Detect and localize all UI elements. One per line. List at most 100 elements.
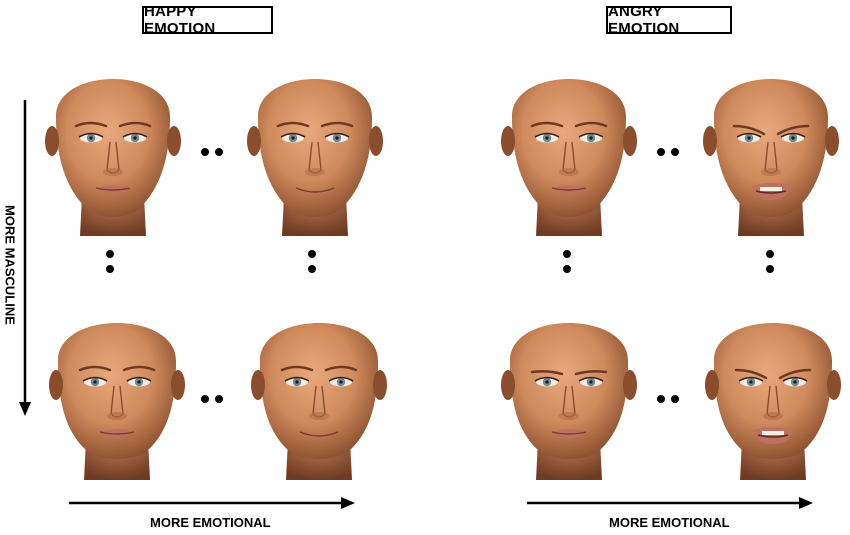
right-brow bbox=[778, 368, 812, 380]
right-eye-pupil bbox=[791, 136, 795, 140]
mouth-line bbox=[551, 431, 587, 435]
mouth-line bbox=[551, 187, 587, 191]
right-eye-lid bbox=[578, 132, 604, 138]
right-ear bbox=[827, 370, 841, 400]
angry-emotion-title: ANGRY EMOTION bbox=[606, 3, 732, 37]
right-brow bbox=[320, 121, 354, 128]
face-angry-feminine-neutral bbox=[500, 46, 638, 236]
smiling-mouth bbox=[300, 432, 338, 439]
right-eye-pupil bbox=[793, 380, 797, 384]
right-brow bbox=[776, 124, 810, 136]
mouth-line bbox=[757, 434, 789, 438]
nose-base bbox=[107, 412, 127, 420]
left-eye-pupil bbox=[89, 136, 93, 140]
mouth-line bbox=[299, 431, 339, 437]
right-eye-pupil bbox=[339, 380, 343, 384]
right-eye-pupil bbox=[589, 136, 593, 140]
right-brow bbox=[574, 121, 608, 128]
teeth bbox=[760, 187, 782, 191]
more-masculine-label: MORE MASCULINE bbox=[2, 205, 18, 325]
left-eye-lid bbox=[280, 132, 306, 138]
more-emotional-label-left: MORE EMOTIONAL bbox=[150, 515, 271, 530]
right-brow bbox=[118, 121, 152, 128]
left-eye-pupil bbox=[93, 380, 97, 384]
left-ear bbox=[705, 370, 719, 400]
left-brow bbox=[276, 121, 310, 128]
head bbox=[257, 79, 373, 217]
left-eye-lid bbox=[82, 376, 108, 382]
left-eye-pupil bbox=[545, 380, 549, 384]
head bbox=[57, 323, 177, 459]
left-eye-pupil bbox=[295, 380, 299, 384]
nose-base bbox=[305, 168, 325, 176]
left-eye-pupil bbox=[747, 136, 751, 140]
down-arrow-icon bbox=[19, 100, 31, 416]
left-ear bbox=[247, 126, 261, 156]
left-brow bbox=[78, 365, 112, 372]
ellipsis-dots bbox=[201, 395, 223, 403]
left-eye-pupil bbox=[545, 136, 549, 140]
right-eye-lid bbox=[324, 132, 350, 138]
right-eye-pupil bbox=[133, 136, 137, 140]
right-eye-lid bbox=[126, 376, 152, 382]
right-eye-lid bbox=[782, 376, 808, 382]
left-eye-pupil bbox=[749, 380, 753, 384]
right-eye-pupil bbox=[137, 380, 141, 384]
more-emotional-label-right: MORE EMOTIONAL bbox=[609, 515, 730, 530]
right-brow bbox=[122, 365, 156, 372]
right-brow bbox=[574, 370, 608, 376]
head bbox=[259, 323, 379, 459]
ellipsis-dots bbox=[657, 148, 679, 156]
left-brow bbox=[530, 121, 564, 128]
right-eye-lid bbox=[780, 132, 806, 138]
vertical-ellipsis-dots bbox=[766, 250, 774, 273]
happy-emotion-title: HAPPY EMOTION bbox=[142, 3, 273, 37]
nose-base bbox=[763, 412, 783, 420]
face-happy-feminine-neutral bbox=[44, 46, 182, 236]
nose-base bbox=[761, 168, 781, 176]
left-ear bbox=[251, 370, 265, 400]
right-ear bbox=[167, 126, 181, 156]
left-brow bbox=[530, 370, 564, 376]
head bbox=[713, 79, 829, 217]
right-eye-lid bbox=[328, 376, 354, 382]
mouth-line bbox=[755, 190, 787, 194]
nose-base bbox=[103, 168, 123, 176]
face-angry-masculine-emotional bbox=[704, 290, 842, 480]
face-happy-masculine-emotional bbox=[250, 290, 388, 480]
left-ear bbox=[45, 126, 59, 156]
left-eye-lid bbox=[736, 132, 762, 138]
ellipsis-dots bbox=[201, 148, 223, 156]
left-eye-pupil bbox=[291, 136, 295, 140]
nose-base bbox=[309, 412, 329, 420]
right-brow bbox=[324, 365, 358, 372]
face-happy-masculine-neutral bbox=[48, 290, 186, 480]
ellipsis-dots bbox=[657, 395, 679, 403]
face-angry-feminine-emotional bbox=[702, 46, 840, 236]
left-brow bbox=[74, 121, 108, 128]
left-eye-lid bbox=[78, 132, 104, 138]
right-eye-lid bbox=[122, 132, 148, 138]
head bbox=[511, 79, 627, 217]
left-eye-lid bbox=[284, 376, 310, 382]
left-brow bbox=[280, 365, 314, 372]
right-arrow-icon bbox=[527, 497, 813, 509]
right-eye-pupil bbox=[589, 380, 593, 384]
left-ear bbox=[501, 370, 515, 400]
left-eye-lid bbox=[534, 132, 560, 138]
head bbox=[509, 323, 629, 459]
left-eye-lid bbox=[534, 376, 560, 382]
teeth bbox=[762, 431, 784, 435]
right-ear bbox=[623, 126, 637, 156]
right-ear bbox=[171, 370, 185, 400]
head bbox=[713, 323, 833, 459]
right-arrow-icon bbox=[69, 497, 355, 509]
mouth-line bbox=[95, 187, 131, 191]
left-brow bbox=[732, 124, 766, 136]
right-ear bbox=[373, 370, 387, 400]
face-happy-feminine-emotional bbox=[246, 46, 384, 236]
left-eye-lid bbox=[738, 376, 764, 382]
mouth-line bbox=[99, 431, 135, 435]
mouth-line bbox=[295, 187, 335, 193]
vertical-ellipsis-dots bbox=[308, 250, 316, 273]
